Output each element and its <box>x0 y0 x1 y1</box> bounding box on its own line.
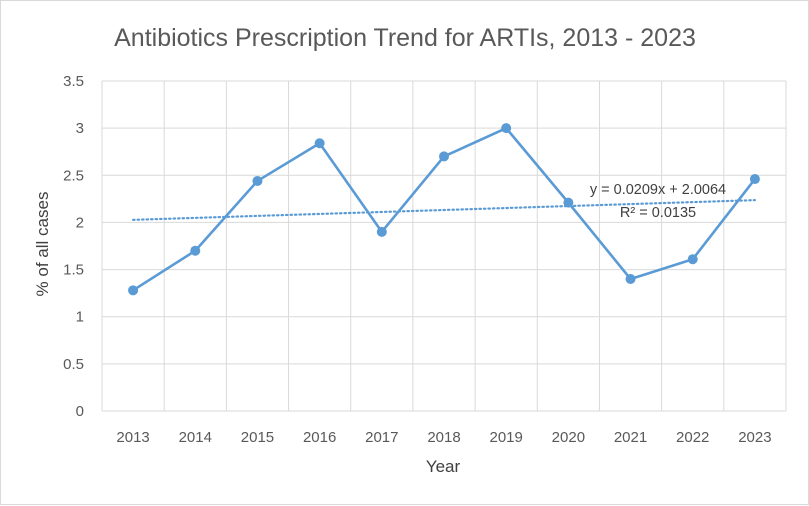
y-tick-label: 0 <box>76 403 84 420</box>
data-point <box>314 138 325 149</box>
y-tick-label: 3 <box>76 120 84 137</box>
x-tick-label: 2018 <box>427 429 460 446</box>
series-group <box>128 123 760 296</box>
data-point <box>563 197 574 208</box>
data-point <box>749 174 760 185</box>
data-point <box>252 175 263 186</box>
y-axis-ticks: 0 0.5 1 1.5 2 2.5 3 3.5 <box>63 73 84 420</box>
x-tick-label: 2020 <box>552 429 585 446</box>
x-axis-title: Year <box>426 457 461 476</box>
gridlines <box>101 80 787 412</box>
x-tick-label: 2015 <box>241 429 274 446</box>
x-tick-label: 2014 <box>179 429 212 446</box>
x-tick-label: 2023 <box>738 429 771 446</box>
y-tick-label: 2 <box>76 214 84 231</box>
data-point <box>128 285 139 296</box>
y-tick-label: 3.5 <box>63 73 84 90</box>
y-tick-label: 1 <box>76 309 84 326</box>
x-tick-label: 2013 <box>116 429 149 446</box>
trendline <box>131 199 757 221</box>
x-tick-label: 2021 <box>614 429 647 446</box>
x-tick-label: 2017 <box>365 429 398 446</box>
data-point <box>687 254 698 265</box>
data-point <box>501 123 512 134</box>
y-tick-label: 2.5 <box>63 167 84 184</box>
x-tick-label: 2019 <box>489 429 522 446</box>
data-point <box>376 226 387 237</box>
chart-title: Antibiotics Prescription Trend for ARTIs… <box>114 24 696 52</box>
x-tick-label: 2016 <box>303 429 336 446</box>
trendline-equation: y = 0.0209x + 2.0064 <box>590 182 726 198</box>
y-axis-title: % of all cases <box>33 192 52 297</box>
x-axis-ticks: 2013 2014 2015 2016 2017 2018 2019 2020 2021 2022… <box>116 429 771 446</box>
data-point <box>439 151 449 162</box>
x-tick-label: 2022 <box>676 429 709 446</box>
trendline-group <box>131 199 757 221</box>
y-tick-label: 1.5 <box>63 262 84 279</box>
y-tick-label: 0.5 <box>63 356 84 373</box>
data-point <box>190 245 201 256</box>
data-point <box>625 274 636 284</box>
trendline-r-squared: R² = 0.0135 <box>620 205 696 221</box>
